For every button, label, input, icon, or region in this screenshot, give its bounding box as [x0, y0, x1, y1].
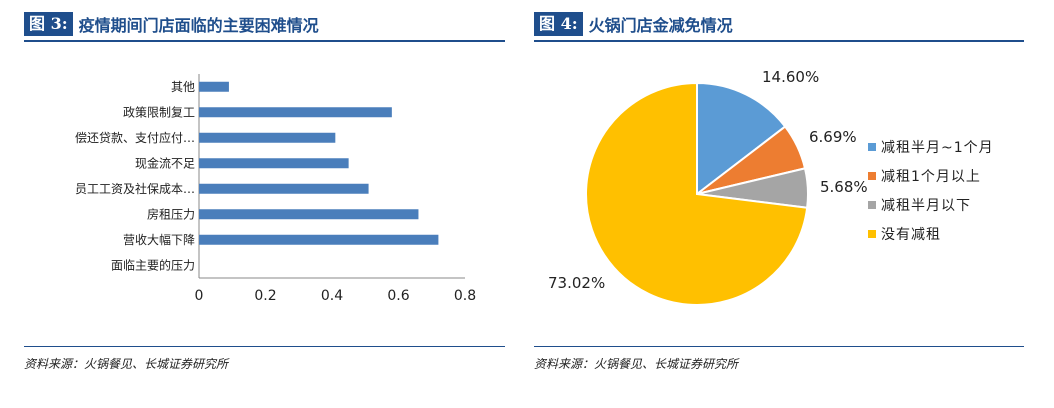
- category-label-5: 房租压力: [147, 206, 195, 221]
- legend-label-1: 减租1个月以上: [881, 169, 981, 185]
- slice-value-label-0: 14.60%: [762, 68, 819, 86]
- bar-5: [199, 209, 419, 220]
- category-label-4: 员工工资及社保成本…: [75, 181, 195, 196]
- left-figure-header: 图 3: 疫情期间门店面临的主要困难情况: [24, 12, 319, 36]
- bar-3: [199, 158, 349, 169]
- x-tick-label-4: 0.8: [454, 288, 476, 304]
- legend-swatch-0: [868, 143, 876, 151]
- left-figure-number: 图 3:: [24, 12, 73, 36]
- bar-1: [199, 107, 392, 118]
- x-tick-label-0: 0: [195, 288, 204, 304]
- right-figure-title: 火锅门店金减免情况: [588, 16, 733, 35]
- category-label-0: 其他: [171, 80, 195, 94]
- slice-value-label-1: 6.69%: [809, 128, 857, 146]
- pie-chart: 14.60% 6.69% 5.68% 73.02% 减租半月~1个月减租1个月以上减租半…: [548, 68, 994, 306]
- right-figure-panel: 图 4: 火锅门店金减免情况 14.60% 6.69% 5.68% 73.02% 减租半…: [532, 0, 1054, 408]
- bar-4: [199, 183, 369, 194]
- bar-6: [199, 234, 439, 245]
- legend-label-3: 没有减租: [881, 227, 941, 243]
- x-tick-label-1: 0.2: [254, 288, 276, 304]
- right-figure-number: 图 4:: [534, 12, 583, 36]
- legend-swatch-3: [868, 230, 876, 238]
- category-label-7: 面临主要的压力: [111, 257, 195, 272]
- pie-slice-3: [585, 81, 809, 306]
- legend-swatch-1: [868, 172, 876, 180]
- legend-label-2: 减租半月以下: [881, 198, 971, 214]
- legend-swatch-2: [868, 201, 876, 209]
- slice-value-label-2: 5.68%: [820, 178, 868, 196]
- left-bottom-rule: [24, 346, 505, 347]
- legend-label-0: 减租半月~1个月: [881, 140, 994, 156]
- right-title-rule: [534, 40, 1024, 42]
- x-tick-label-3: 0.6: [387, 288, 409, 304]
- right-source-note: 资料来源：火锅餐见、长城证券研究所: [534, 357, 739, 371]
- bar-2: [199, 132, 336, 143]
- category-label-2: 偿还贷款、支付应付…: [75, 130, 195, 145]
- left-source-note: 资料来源：火锅餐见、长城证券研究所: [24, 357, 229, 371]
- slice-value-label-3: 73.02%: [548, 274, 605, 292]
- left-figure-panel: 图 3: 疫情期间门店面临的主要困难情况 其他政策限制复工偿还贷款、支付应付… 现…: [0, 0, 505, 408]
- x-tick-label-2: 0.4: [321, 288, 343, 304]
- left-title-rule: [24, 40, 505, 42]
- right-figure-header: 图 4: 火锅门店金减免情况: [534, 12, 733, 36]
- pie-slice-0: [696, 81, 787, 197]
- left-figure-title: 疫情期间门店面临的主要困难情况: [78, 16, 319, 35]
- bar-0: [199, 81, 229, 92]
- category-label-6: 营收大幅下降: [123, 232, 195, 247]
- category-label-1: 政策限制复工: [123, 105, 195, 119]
- category-label-3: 现金流不足: [135, 155, 195, 170]
- right-bottom-rule: [534, 346, 1024, 347]
